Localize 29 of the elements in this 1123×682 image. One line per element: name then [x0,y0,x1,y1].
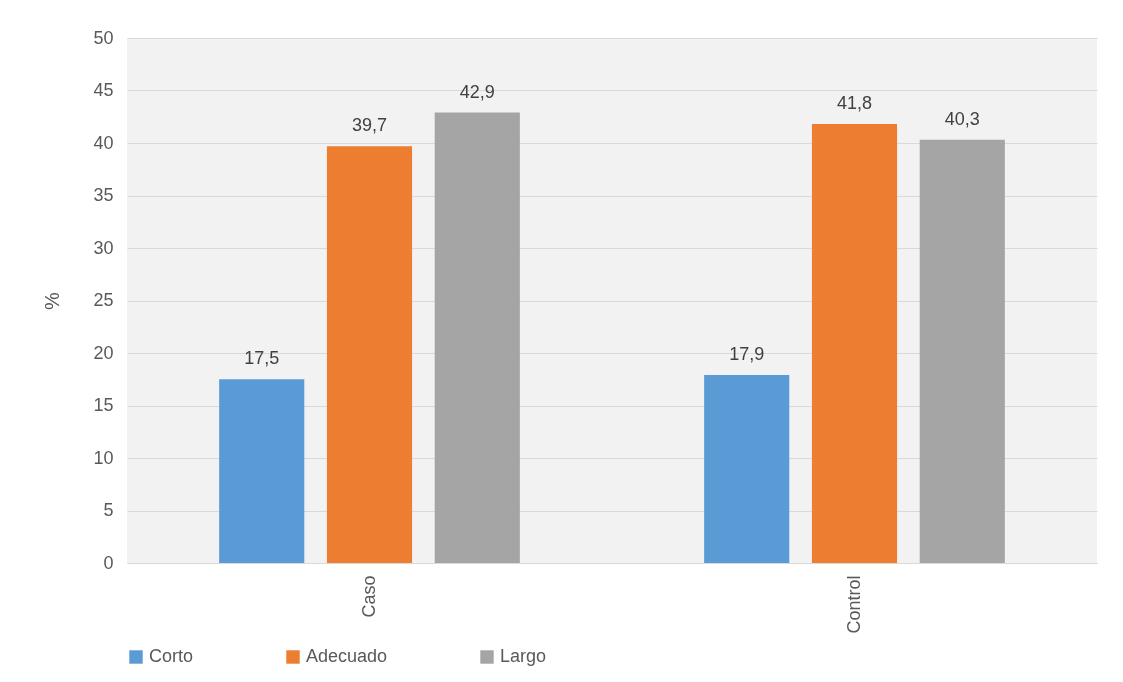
data-label: 39,7 [351,115,388,136]
y-tick-label: 0 [103,552,114,573]
y-tick-label: 15 [93,395,114,415]
data-label: 40,3 [944,108,980,129]
y-tick-label: 25 [93,290,114,310]
data-label: 17,9 [729,344,765,365]
legend-label: Largo [500,646,547,666]
y-tick-label: 50 [93,27,114,48]
bar [704,375,790,563]
y-tick-label: 20 [93,342,114,363]
x-tick-label: Caso [358,575,379,618]
bar [434,112,520,563]
legend-label: Adecuado [306,646,388,666]
y-tick-label: 5 [103,500,114,520]
bar [811,124,898,563]
bar [919,139,1005,563]
y-axis-title: % [41,291,64,310]
legend-label: Corto [149,646,194,666]
data-label: 42,9 [459,81,495,102]
data-label: 41,8 [836,93,873,114]
data-label: 17,5 [244,348,280,369]
y-tick-label: 40 [93,132,114,153]
bar [219,379,305,563]
y-tick-label: 30 [93,237,114,258]
x-tick-label: Control [843,575,864,634]
y-tick-label: 45 [93,80,114,100]
y-tick-label: 10 [93,447,114,468]
y-tick-label: 35 [93,185,114,205]
bar [326,146,413,563]
